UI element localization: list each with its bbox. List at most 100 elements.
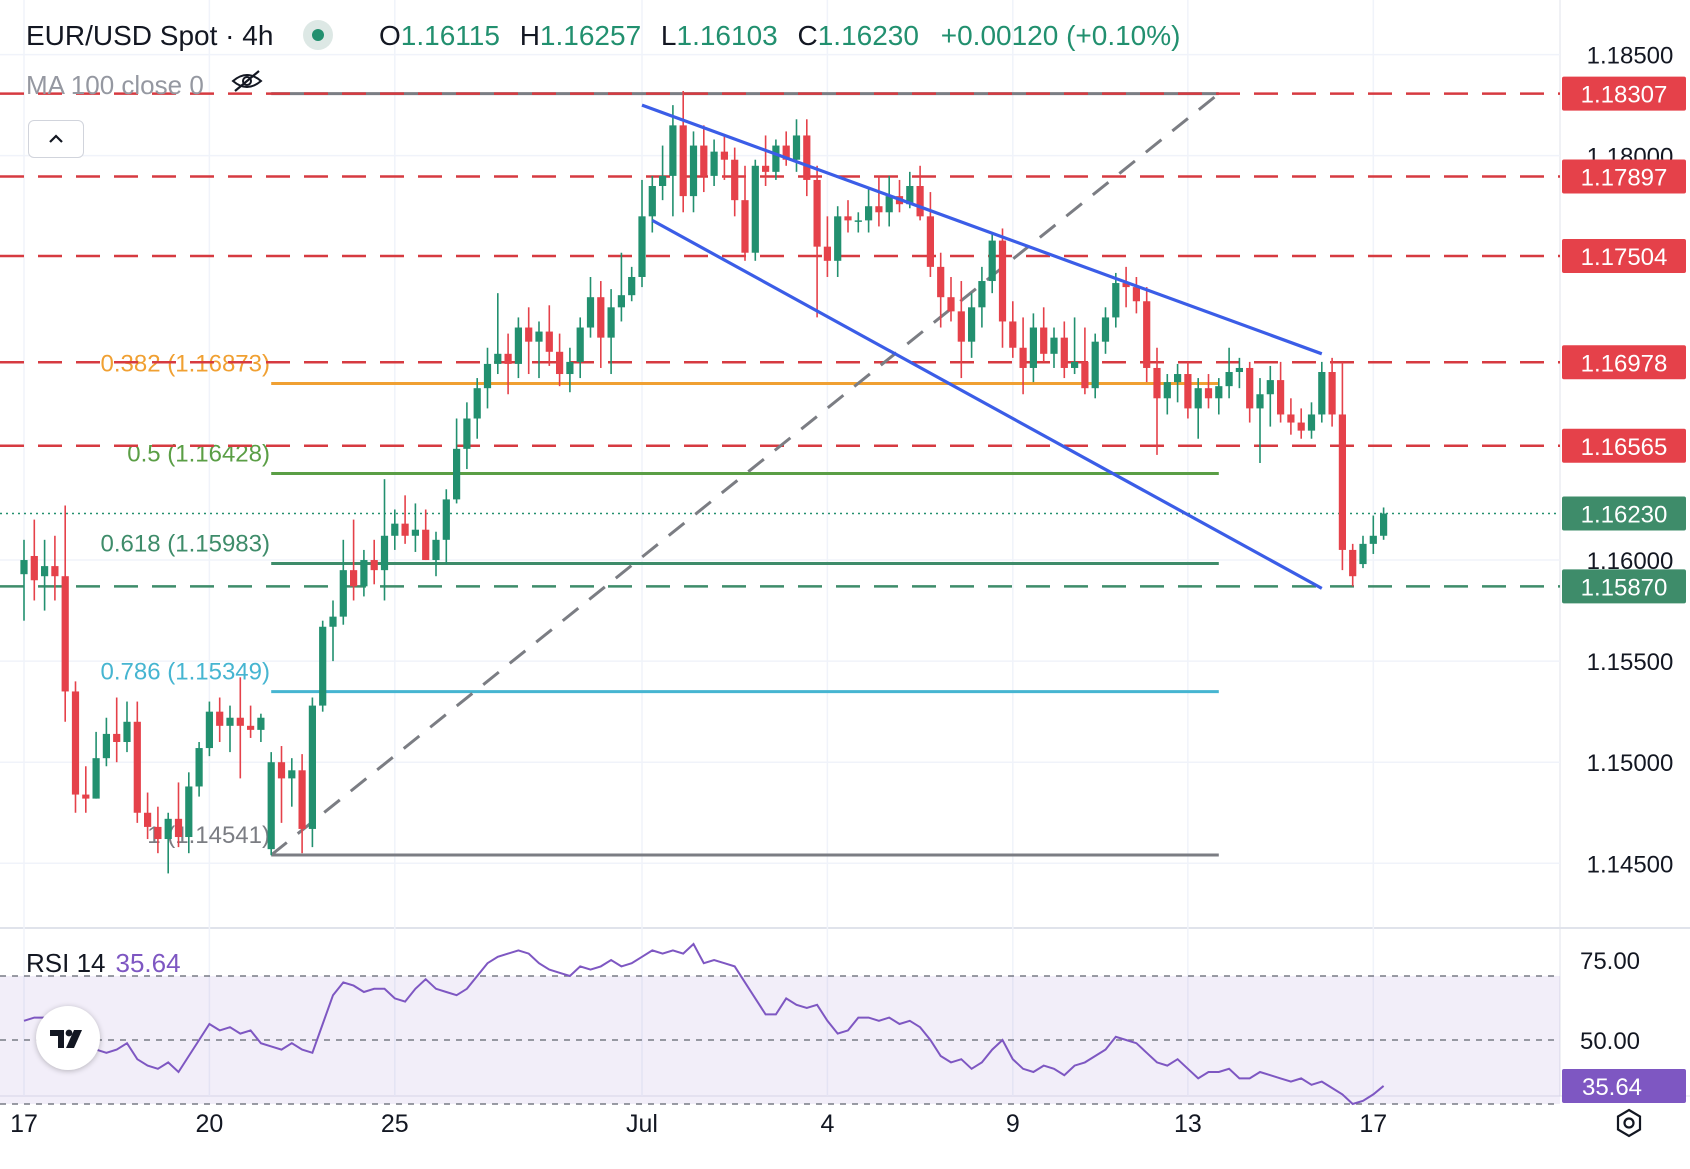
candle-body [535,331,543,342]
candle-body [803,135,811,180]
candle [535,321,543,379]
candle [1019,317,1027,395]
candle [1287,398,1295,435]
candle-body [741,200,749,253]
candle [339,539,347,625]
candle [1040,307,1048,362]
candle [236,677,244,779]
candle-body [628,276,636,296]
candle-body [453,448,461,500]
candle-body [123,721,131,742]
time-tick-label: 17 [10,1110,38,1138]
candle-body [1225,372,1233,387]
time-tick-label: 9 [1006,1110,1020,1138]
candle [803,119,811,197]
candle [504,333,512,395]
candle [391,509,399,550]
candle [113,697,121,763]
candle-body [82,794,90,799]
candle-body [20,560,28,575]
candle [689,131,698,213]
candle-body [494,353,502,364]
symbol-title[interactable]: EUR/USD Spot · 4h [26,20,274,51]
candle [453,418,461,504]
eye-off-icon[interactable] [231,69,263,100]
candle [82,766,90,813]
candle-body [360,560,368,587]
candle [1101,307,1110,354]
level-badge-bg [1562,569,1686,604]
candle [1163,374,1171,415]
candle [1235,357,1243,389]
candle [865,188,873,233]
candle [926,192,934,277]
candle [1225,347,1233,399]
candle-body [1112,283,1120,318]
candle [545,305,553,366]
candle-body [195,748,203,787]
candle-body [102,733,110,759]
candle [442,489,450,565]
candle-body [1297,422,1305,431]
candle-body [1338,414,1346,550]
candle [566,347,574,393]
candle [267,752,275,856]
candle [679,90,687,213]
candle-body [988,240,996,282]
rsi-legend[interactable]: RSI 14 35.64 [26,948,181,979]
candle [700,125,708,193]
level-badge: 1.16565 [1581,434,1668,461]
candle-body [813,179,821,247]
candle-body [226,717,234,726]
candle [422,509,430,561]
price-tick-label: 1.15000 [1587,750,1674,777]
candle-body [329,616,337,627]
price-tick-label: 1.18500 [1587,43,1674,70]
ma-indicator-legend[interactable]: MA 100 close 0 [26,69,263,103]
candle-body [1277,380,1285,415]
candle [1091,333,1099,399]
rsi-legend-value: 35.64 [115,948,181,978]
candle [669,105,677,217]
chevron-up-icon[interactable] [28,120,84,158]
candle [247,705,255,738]
candle-body [504,353,512,364]
level-badge-bg [1562,238,1686,273]
candle [1359,535,1367,569]
candle [823,216,831,277]
candle-body [185,786,193,838]
candle [514,317,522,379]
candle-body [463,418,471,449]
candle-body [144,812,152,827]
candle [483,347,492,409]
candle-body [308,705,316,829]
candle-body [1174,374,1182,383]
candle-body [762,165,770,172]
candle-body [978,281,986,308]
candle [586,276,595,338]
candle [978,266,986,328]
gear-icon[interactable] [1614,1108,1644,1143]
candle [731,147,739,217]
candle-body [154,826,162,840]
candle [937,252,945,328]
candle-body [267,762,275,850]
candle [1215,378,1223,415]
candle [597,281,605,368]
candle [659,145,667,201]
level-badge: 1.18307 [1581,82,1668,109]
candle-body [1266,380,1274,395]
time-tick-label: Jul [626,1110,658,1138]
tradingview-logo-icon[interactable] [36,1006,100,1070]
candle-body [947,297,955,312]
level-badge: 1.17897 [1581,165,1668,192]
candle-body [1204,388,1213,399]
candle [164,812,172,874]
candle [154,806,162,854]
candle-body [432,539,440,561]
ma-label: MA 100 close 0 [26,70,204,100]
candle [494,293,502,375]
level-badge: 1.17504 [1581,244,1668,271]
